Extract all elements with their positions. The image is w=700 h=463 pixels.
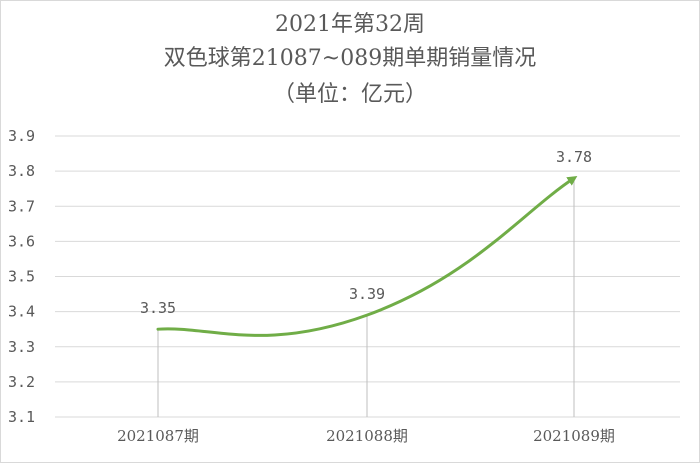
y-tick-label: 3.4 xyxy=(8,303,35,321)
series-line xyxy=(156,175,578,337)
y-tick-label: 3.6 xyxy=(8,232,35,250)
x-axis-tick-labels: 2021087期 2021088期 2021089期 xyxy=(117,427,615,445)
y-tick-label: 3.8 xyxy=(8,162,35,180)
chart-title-line-1: 2021年第32周 xyxy=(275,12,425,37)
x-tick-label: 2021088期 xyxy=(326,427,408,445)
y-tick-label: 3.7 xyxy=(8,197,35,215)
data-label: 3.78 xyxy=(556,148,592,166)
y-tick-label: 3.9 xyxy=(8,127,35,145)
chart-title-line-3: （单位：亿元） xyxy=(272,82,427,107)
y-tick-label: 3.2 xyxy=(8,373,35,391)
chart-title-line-2: 双色球第21087~089期单期销量情况 xyxy=(163,46,537,71)
data-label: 3.35 xyxy=(140,299,176,317)
y-tick-label: 3.5 xyxy=(8,268,35,286)
y-tick-label: 3.3 xyxy=(8,338,35,356)
x-tick-label: 2021087期 xyxy=(117,427,199,445)
data-label: 3.39 xyxy=(349,285,385,303)
y-tick-label: 3.1 xyxy=(8,408,35,426)
drop-lines xyxy=(157,178,575,417)
x-tick-label: 2021089期 xyxy=(533,427,615,445)
series-line-group xyxy=(156,175,578,337)
data-labels: 3.35 3.39 3.78 xyxy=(140,148,592,317)
y-axis-tick-labels: 3.1 3.2 3.3 3.4 3.5 3.6 3.7 3.8 3.9 xyxy=(8,127,35,426)
